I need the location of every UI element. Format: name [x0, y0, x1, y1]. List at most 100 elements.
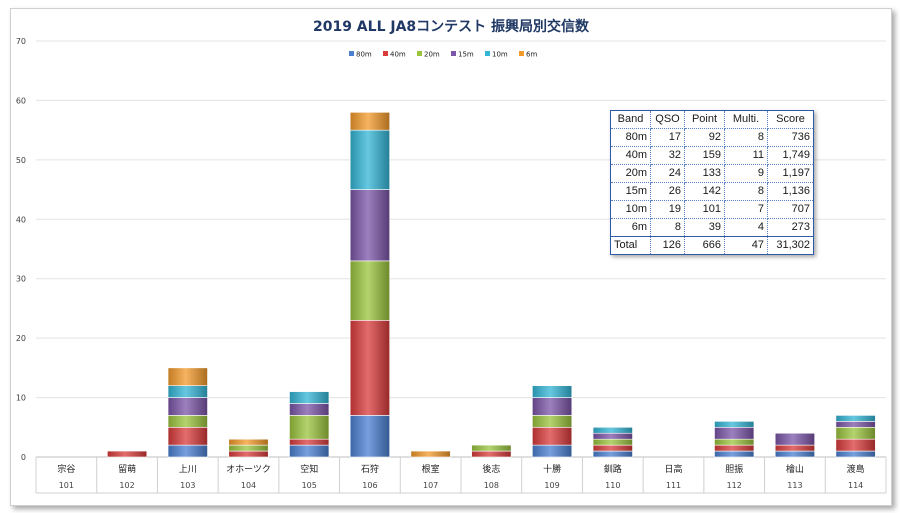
- bar-segment-40m: [532, 426, 573, 446]
- table-cell: 20m: [610, 164, 651, 183]
- category-code: 112: [727, 481, 742, 490]
- table-cell: 11: [724, 146, 768, 165]
- category-label: 檜山: [786, 463, 804, 475]
- category-code: 105: [302, 481, 317, 490]
- category-label: 宗谷: [57, 463, 75, 475]
- bar-segment-6m: [167, 367, 208, 386]
- legend-label-40m: 40m: [390, 51, 406, 59]
- bar-segment-20m: [835, 426, 876, 440]
- bar-segment-80m: [714, 450, 755, 458]
- table-cell: 6m: [610, 218, 651, 237]
- category-label: 日高: [664, 463, 682, 475]
- table-cell: 8: [724, 128, 768, 147]
- bar-segment-80m: [592, 450, 633, 458]
- y-tick-label: 40: [16, 215, 26, 224]
- legend-swatch-80m: [349, 51, 354, 56]
- bar-segment-40m: [228, 450, 269, 458]
- bar-segment-80m: [835, 450, 876, 458]
- category-code: 110: [605, 481, 620, 490]
- score-table-header-point: Point: [684, 110, 725, 129]
- category-label: 根室: [422, 463, 440, 475]
- bar-segment-80m: [532, 444, 573, 458]
- table-row: 20m 24 133 9 1,197: [610, 164, 814, 183]
- bar-segment-10m: [349, 129, 390, 190]
- table-cell: 32: [650, 146, 685, 165]
- stacked-bar-chart: 2019 ALL JA8コンテスト 振興局別交信数 0 10 20 30 40 50 60 70…: [16, 18, 887, 494]
- bar-segment-10m: [592, 426, 633, 434]
- legend-swatch-20m: [417, 51, 422, 56]
- table-cell: 19: [650, 200, 685, 219]
- bar-segment-20m: [714, 438, 755, 446]
- y-tick-label: 10: [16, 394, 26, 403]
- table-cell: 707: [767, 200, 814, 219]
- table-cell: 1,749: [767, 146, 814, 165]
- bar-segment-40m: [107, 450, 148, 458]
- category-code: 101: [59, 481, 74, 490]
- bar-segment-80m: [349, 415, 390, 458]
- legend-label-80m: 80m: [356, 51, 372, 59]
- table-cell: 133: [684, 164, 725, 183]
- category-code: 103: [180, 481, 195, 490]
- bar-segment-10m: [532, 385, 573, 398]
- category-code: 102: [119, 481, 134, 490]
- table-cell: 142: [684, 182, 725, 201]
- score-table-header-row: Band QSO Point Multi. Score: [610, 110, 814, 129]
- bar-segment-15m: [349, 189, 390, 262]
- bar-segment-6m: [410, 450, 451, 458]
- table-row: 15m 26 142 8 1,136: [610, 182, 814, 201]
- bar-segment-6m: [228, 438, 269, 446]
- category-code: 109: [544, 481, 559, 490]
- category-code: 106: [362, 481, 377, 490]
- table-cell: 4: [724, 218, 768, 237]
- category-code: 108: [484, 481, 499, 490]
- table-row: 40m 32 159 11 1,749: [610, 146, 814, 165]
- table-cell: 92: [684, 128, 725, 147]
- legend-swatch-6m: [519, 51, 524, 56]
- category-code: 111: [666, 481, 681, 490]
- table-cell: 101: [684, 200, 725, 219]
- category-code: 104: [241, 481, 256, 490]
- score-table-header-band: Band: [610, 110, 651, 129]
- bar-segment-15m: [532, 397, 573, 416]
- table-cell: 17: [650, 128, 685, 147]
- bar-segment-80m: [289, 444, 330, 458]
- category-label: 上川: [179, 464, 197, 475]
- category-code: 114: [848, 481, 863, 490]
- bar-segment-20m: [228, 444, 269, 452]
- y-tick-label: 60: [16, 96, 26, 105]
- bar-segment-15m: [835, 421, 876, 428]
- bar-segment-10m: [714, 421, 755, 428]
- category-label: オホーツク: [226, 464, 271, 475]
- bar-segment-80m: [167, 444, 208, 458]
- table-row: 6m 8 39 4 273: [610, 218, 814, 237]
- category-label: 留萌: [118, 463, 136, 475]
- table-cell: 159: [684, 146, 725, 165]
- category-label: 釧路: [604, 463, 622, 475]
- bar-segment-40m: [835, 438, 876, 452]
- chart-frame: 2019 ALL JA8コンテスト 振興局別交信数 0 10 20 30 40 50 60 70…: [10, 8, 892, 506]
- table-cell: 666: [684, 236, 725, 255]
- category-label: 石狩: [361, 463, 379, 475]
- table-cell: 1,197: [767, 164, 814, 183]
- category-label: 空知: [300, 463, 318, 475]
- table-cell: 273: [767, 218, 814, 237]
- table-cell: 10m: [610, 200, 651, 219]
- bar-segment-15m: [714, 426, 755, 440]
- bar-segment-15m: [774, 432, 815, 446]
- table-row: 10m 19 101 7 707: [610, 200, 814, 219]
- legend-label-6m: 6m: [526, 51, 537, 59]
- legend-swatch-40m: [383, 51, 388, 56]
- bar-segment-20m: [167, 415, 208, 428]
- bar-segment-40m: [714, 444, 755, 452]
- table-cell: 31,302: [767, 236, 814, 255]
- bar-segment-20m: [532, 415, 573, 428]
- table-cell: 26: [650, 182, 685, 201]
- bar-segment-20m: [471, 444, 512, 452]
- table-cell: 1,136: [767, 182, 814, 201]
- bar-segment-15m: [592, 432, 633, 440]
- bar-segment-40m: [349, 320, 390, 416]
- bar-segment-6m: [349, 112, 390, 131]
- table-cell: 47: [724, 236, 768, 255]
- legend-label-20m: 20m: [424, 51, 440, 59]
- y-tick-label: 20: [16, 334, 26, 343]
